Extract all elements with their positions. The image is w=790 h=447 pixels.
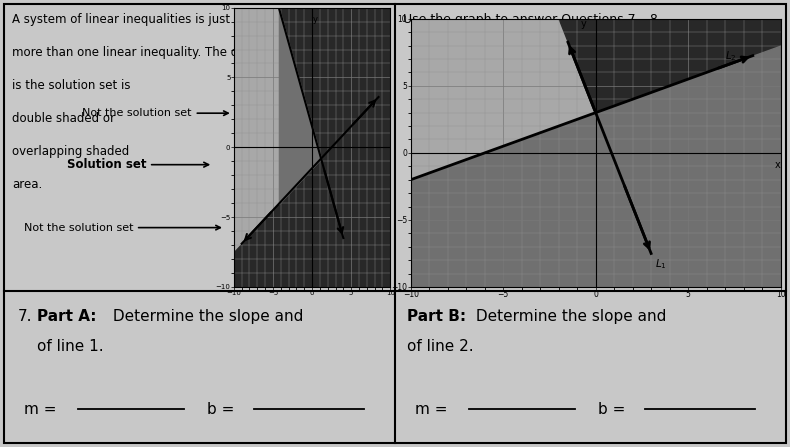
Text: is the solution set is: is the solution set is [12,79,130,92]
Text: more than one linear inequality. The difference: more than one linear inequality. The dif… [12,46,290,59]
Text: b =: b = [207,401,235,417]
Text: y: y [581,19,586,29]
Text: m =: m = [24,401,56,417]
Text: Part B:: Part B: [407,309,466,324]
Text: of line 1.: of line 1. [37,339,103,354]
Text: x: x [775,160,781,169]
Text: of line 2.: of line 2. [407,339,473,354]
Text: double shaded or: double shaded or [12,112,115,125]
Text: b =: b = [598,401,626,417]
Text: overlapping shaded: overlapping shaded [12,145,129,158]
Text: y: y [312,15,318,24]
Text: 7.: 7. [17,309,32,324]
Text: Determine the slope and: Determine the slope and [472,309,672,324]
Text: Not the solution set: Not the solution set [82,108,228,118]
Text: Use the graph to answer Questions 7 – 8.: Use the graph to answer Questions 7 – 8. [403,13,662,26]
Text: Determine the slope and: Determine the slope and [107,309,308,324]
Text: area.: area. [12,177,42,190]
Text: Not the solution set: Not the solution set [24,223,220,232]
Text: m =: m = [415,401,447,417]
Text: Solution set: Solution set [66,158,209,171]
Text: $L_2$: $L_2$ [725,49,737,63]
Text: A system of linear inequalities is just writing: A system of linear inequalities is just … [12,13,275,26]
Text: Part A:: Part A: [37,309,96,324]
Text: $L_1$: $L_1$ [655,257,667,271]
